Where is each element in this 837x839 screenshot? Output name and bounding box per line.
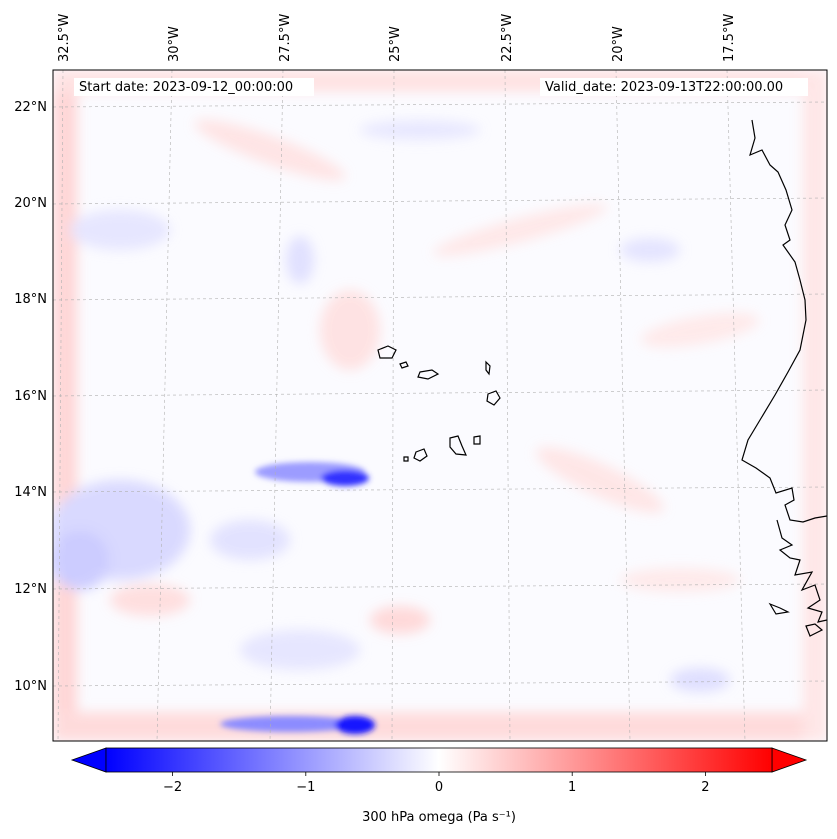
lon-label-27-5w: 27.5°W bbox=[278, 14, 293, 62]
colorbar-extend-max bbox=[771, 747, 808, 773]
graticule bbox=[53, 70, 827, 741]
colorbar: −2 −1 0 1 2 300 hPa omega (Pa s⁻¹) bbox=[70, 747, 808, 825]
longitude-labels: 32.5°W 30°W 27.5°W 25°W 22.5°W 20°W 17.5… bbox=[57, 14, 737, 62]
island-sao-vicente bbox=[399, 361, 409, 369]
lon-label-17-5w: 17.5°W bbox=[722, 14, 737, 62]
lat-label-18n: 18°N bbox=[14, 292, 47, 307]
colorbar-gradient bbox=[105, 747, 773, 773]
island-fogo bbox=[413, 448, 428, 462]
lat-label-12n: 12°N bbox=[14, 582, 47, 597]
colorbar-tick-label: −2 bbox=[163, 780, 182, 795]
start-date-box bbox=[74, 78, 314, 96]
colorbar-label: 300 hPa omega (Pa s⁻¹) bbox=[362, 810, 516, 825]
colorbar-tick-label: 1 bbox=[568, 780, 576, 795]
lat-label-20n: 20°N bbox=[14, 196, 47, 211]
valid-date-label: Valid_date: 2023-09-13T22:00:00.00 bbox=[545, 80, 783, 95]
island-santo-antao bbox=[377, 345, 397, 359]
island-brava bbox=[403, 456, 409, 462]
island-santiago bbox=[449, 435, 467, 456]
colorbar-tick-label: 2 bbox=[701, 780, 709, 795]
lon-label-22-5w: 22.5°W bbox=[500, 14, 515, 62]
omega-field bbox=[53, 70, 827, 741]
lat-label-14n: 14°N bbox=[14, 485, 47, 500]
lon-label-30w: 30°W bbox=[167, 26, 182, 62]
colorbar-tick-label: 0 bbox=[435, 780, 443, 795]
valid-date-box bbox=[540, 78, 808, 96]
map-frame bbox=[52, 69, 828, 742]
colorbar-tick-label: −1 bbox=[296, 780, 315, 795]
start-date-label: Start date: 2023-09-12_00:00:00 bbox=[79, 80, 293, 95]
island-maio bbox=[473, 435, 481, 445]
lon-label-20w: 20°W bbox=[611, 26, 626, 62]
africa-coastline bbox=[741, 119, 827, 523]
latitude-labels: 22°N 20°N 18°N 16°N 14°N 12°N 10°N bbox=[14, 100, 47, 694]
island-sao-nicolau bbox=[417, 369, 440, 380]
lon-label-32-5w: 32.5°W bbox=[57, 14, 72, 62]
island-boa-vista bbox=[486, 390, 501, 406]
coastlines bbox=[377, 119, 827, 637]
lat-label-10n: 10°N bbox=[14, 679, 47, 694]
lat-label-16n: 16°N bbox=[14, 389, 47, 404]
lon-label-25w: 25°W bbox=[388, 26, 403, 62]
colorbar-extend-min bbox=[70, 747, 107, 773]
island-sal bbox=[485, 360, 491, 376]
lat-label-22n: 22°N bbox=[14, 100, 47, 115]
